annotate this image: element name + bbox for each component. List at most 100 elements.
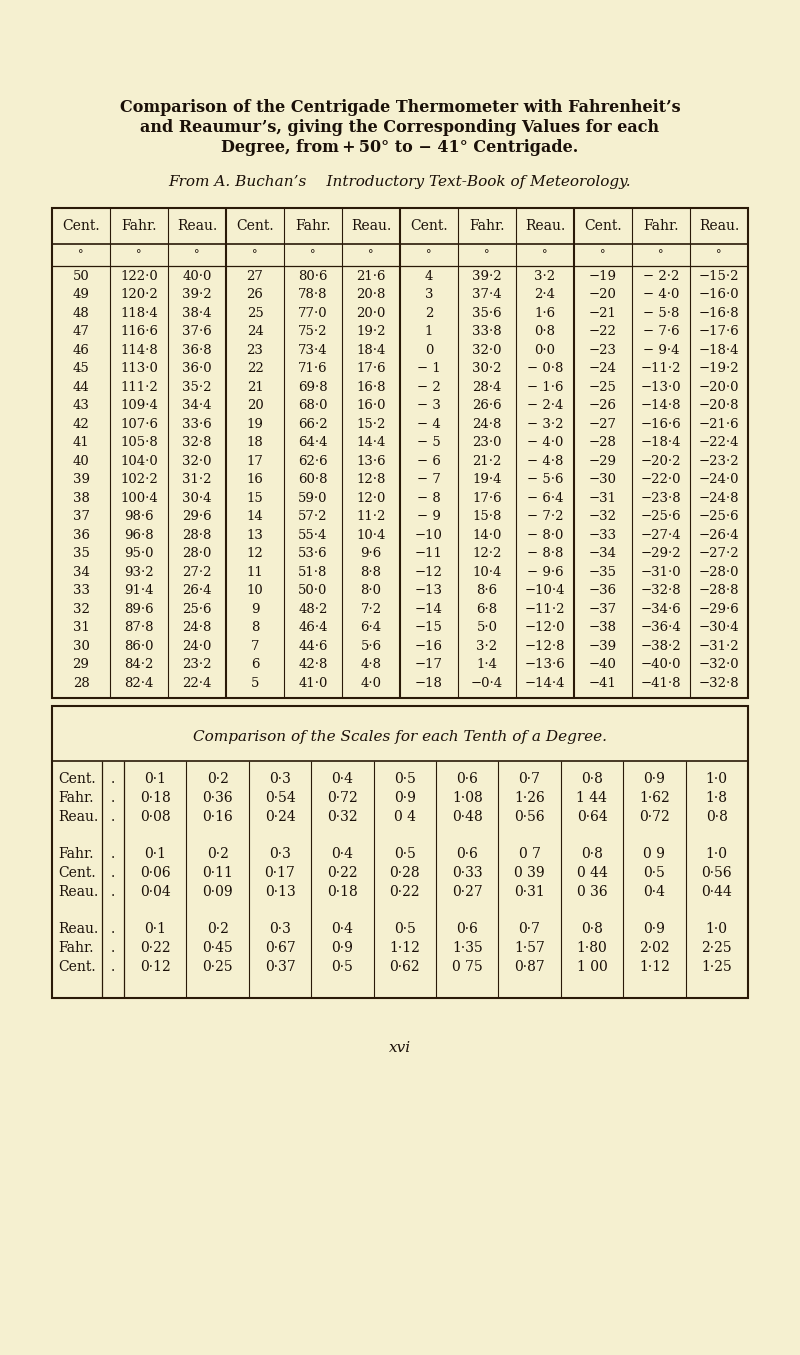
Text: −11: −11 — [415, 547, 443, 560]
Text: 0·8: 0·8 — [581, 921, 603, 936]
Text: 21·6: 21·6 — [356, 270, 386, 283]
Text: 0·08: 0·08 — [140, 810, 170, 824]
Text: 6·8: 6·8 — [477, 603, 498, 615]
Text: Reau.: Reau. — [177, 220, 217, 233]
Text: 1·0: 1·0 — [706, 921, 728, 936]
Text: 28·0: 28·0 — [182, 547, 212, 560]
Text: −18·4: −18·4 — [641, 436, 682, 450]
Text: 31: 31 — [73, 621, 90, 634]
Text: 0·56: 0·56 — [514, 810, 545, 824]
Text: °: ° — [484, 251, 490, 260]
Text: 0·4: 0·4 — [643, 885, 666, 898]
Text: 0·5: 0·5 — [643, 866, 666, 879]
Text: 0·45: 0·45 — [202, 940, 233, 955]
Text: 46·4: 46·4 — [298, 621, 328, 634]
Text: 0·5: 0·5 — [394, 772, 416, 786]
Text: 1·0: 1·0 — [706, 847, 728, 860]
Text: −32·8: −32·8 — [698, 676, 739, 690]
Text: 0·5: 0·5 — [394, 847, 416, 860]
Text: −25·6: −25·6 — [641, 511, 682, 523]
Text: −17: −17 — [415, 659, 443, 671]
Text: 62·6: 62·6 — [298, 455, 328, 467]
Text: 91·4: 91·4 — [124, 584, 154, 598]
Text: 6·4: 6·4 — [361, 621, 382, 634]
Text: 0·22: 0·22 — [390, 885, 420, 898]
Text: −39: −39 — [589, 640, 617, 653]
Text: 32·0: 32·0 — [472, 344, 502, 356]
Text: − 4·0: − 4·0 — [527, 436, 563, 450]
Text: 4·8: 4·8 — [361, 659, 382, 671]
Text: −25·6: −25·6 — [698, 511, 739, 523]
Text: 2·4: 2·4 — [534, 289, 555, 301]
Text: Comparison of the Centrigade Thermometer with Fahrenheit’s: Comparison of the Centrigade Thermometer… — [120, 99, 680, 117]
Text: 4: 4 — [425, 270, 433, 283]
Text: 40: 40 — [73, 455, 90, 467]
Text: 0·8: 0·8 — [706, 810, 728, 824]
Text: − 9·6: − 9·6 — [526, 566, 563, 579]
Text: 1·6: 1·6 — [534, 306, 555, 320]
Text: 12: 12 — [246, 547, 263, 560]
Text: 2: 2 — [425, 306, 433, 320]
Text: 8·8: 8·8 — [361, 566, 382, 579]
Text: 20·0: 20·0 — [356, 306, 386, 320]
Text: 9·6: 9·6 — [360, 547, 382, 560]
Text: 0·7: 0·7 — [518, 921, 541, 936]
Text: 5·6: 5·6 — [361, 640, 382, 653]
Text: .: . — [111, 940, 115, 955]
Text: 24·8: 24·8 — [472, 417, 502, 431]
Text: − 1: − 1 — [417, 362, 441, 375]
Text: 53·6: 53·6 — [298, 547, 328, 560]
Bar — [52, 209, 748, 698]
Text: 0·3: 0·3 — [269, 921, 291, 936]
Text: 78·8: 78·8 — [298, 289, 328, 301]
Text: −23·8: −23·8 — [641, 492, 682, 505]
Text: −12·0: −12·0 — [525, 621, 566, 634]
Text: 13: 13 — [246, 528, 263, 542]
Text: − 4: − 4 — [417, 417, 441, 431]
Text: 0·5: 0·5 — [331, 959, 354, 974]
Text: .: . — [111, 885, 115, 898]
Text: 0·9: 0·9 — [643, 772, 666, 786]
Text: −36·4: −36·4 — [641, 621, 682, 634]
Text: 4·0: 4·0 — [361, 676, 382, 690]
Text: 0·1: 0·1 — [144, 921, 166, 936]
Text: − 8: − 8 — [417, 492, 441, 505]
Text: Reau.: Reau. — [58, 885, 98, 898]
Text: 0·6: 0·6 — [456, 847, 478, 860]
Text: 0·48: 0·48 — [452, 810, 482, 824]
Text: 0·12: 0·12 — [140, 959, 170, 974]
Text: 26·6: 26·6 — [472, 400, 502, 412]
Text: 0 9: 0 9 — [643, 847, 666, 860]
Text: Reau.: Reau. — [699, 220, 739, 233]
Bar — [52, 706, 748, 997]
Text: 84·2: 84·2 — [124, 659, 154, 671]
Text: xvi: xvi — [389, 1041, 411, 1054]
Text: 0·64: 0·64 — [577, 810, 607, 824]
Text: −24: −24 — [589, 362, 617, 375]
Text: 0·1: 0·1 — [144, 772, 166, 786]
Text: −28·0: −28·0 — [698, 566, 739, 579]
Text: 0·18: 0·18 — [140, 791, 170, 805]
Text: 68·0: 68·0 — [298, 400, 328, 412]
Text: −20·2: −20·2 — [641, 455, 682, 467]
Text: −16·8: −16·8 — [698, 306, 739, 320]
Text: 0·8: 0·8 — [534, 325, 555, 339]
Text: − 0·8: − 0·8 — [527, 362, 563, 375]
Text: 1·35: 1·35 — [452, 940, 482, 955]
Text: − 2·2: − 2·2 — [643, 270, 679, 283]
Text: 1: 1 — [425, 325, 433, 339]
Text: 13·6: 13·6 — [356, 455, 386, 467]
Text: 0·6: 0·6 — [456, 921, 478, 936]
Text: −13: −13 — [415, 584, 443, 598]
Text: 2·02: 2·02 — [639, 940, 670, 955]
Text: 25: 25 — [246, 306, 263, 320]
Text: −20: −20 — [589, 289, 617, 301]
Text: 16: 16 — [246, 473, 263, 486]
Text: − 8·8: − 8·8 — [527, 547, 563, 560]
Text: Reau.: Reau. — [58, 810, 98, 824]
Text: −10·4: −10·4 — [525, 584, 566, 598]
Text: 0·33: 0·33 — [452, 866, 482, 879]
Text: 0·06: 0·06 — [140, 866, 170, 879]
Text: 10·4: 10·4 — [472, 566, 502, 579]
Text: 3: 3 — [425, 289, 434, 301]
